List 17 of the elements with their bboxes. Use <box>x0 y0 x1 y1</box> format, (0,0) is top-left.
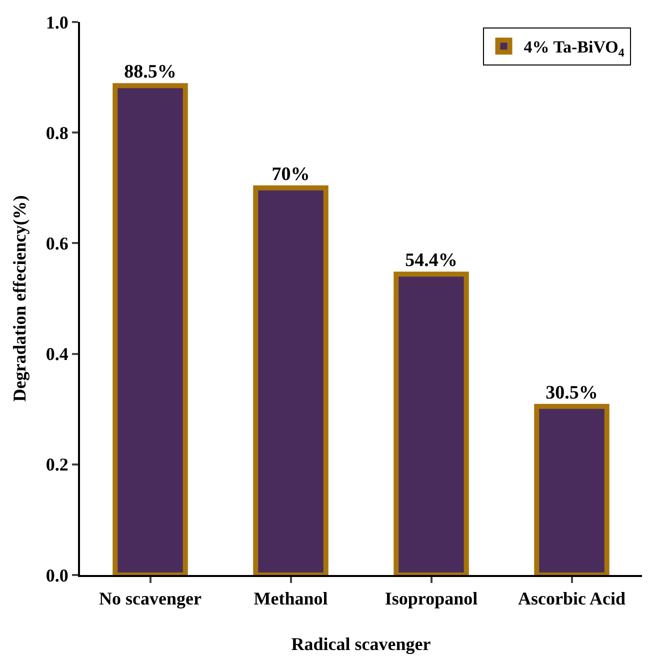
x-tick-label: Isopropanol <box>384 588 478 609</box>
x-axis-title: Radical scavenger <box>291 634 431 654</box>
x-tick-label: Methanol <box>254 588 328 609</box>
y-tick-label: 0.0 <box>46 565 68 586</box>
data-label: 30.5% <box>546 382 598 404</box>
y-axis-title: Degradation effeciency(%) <box>10 195 30 402</box>
data-label: 70% <box>272 164 310 185</box>
x-tick-label: No scavenger <box>99 588 202 609</box>
y-tick-label: 1.0 <box>46 12 68 32</box>
x-tick-label: Ascorbic Acid <box>518 588 626 609</box>
y-tick-label: 0.4 <box>46 344 68 364</box>
data-label: 88.5% <box>124 62 176 83</box>
legend-label: 4% Ta-BiVO$_{4}$ <box>524 38 624 60</box>
data-label: 54.4% <box>405 250 458 272</box>
y-tick-label: 0.8 <box>46 122 68 143</box>
y-tick-label: 0.2 <box>46 454 68 475</box>
y-tick-label: 0.6 <box>46 234 68 254</box>
